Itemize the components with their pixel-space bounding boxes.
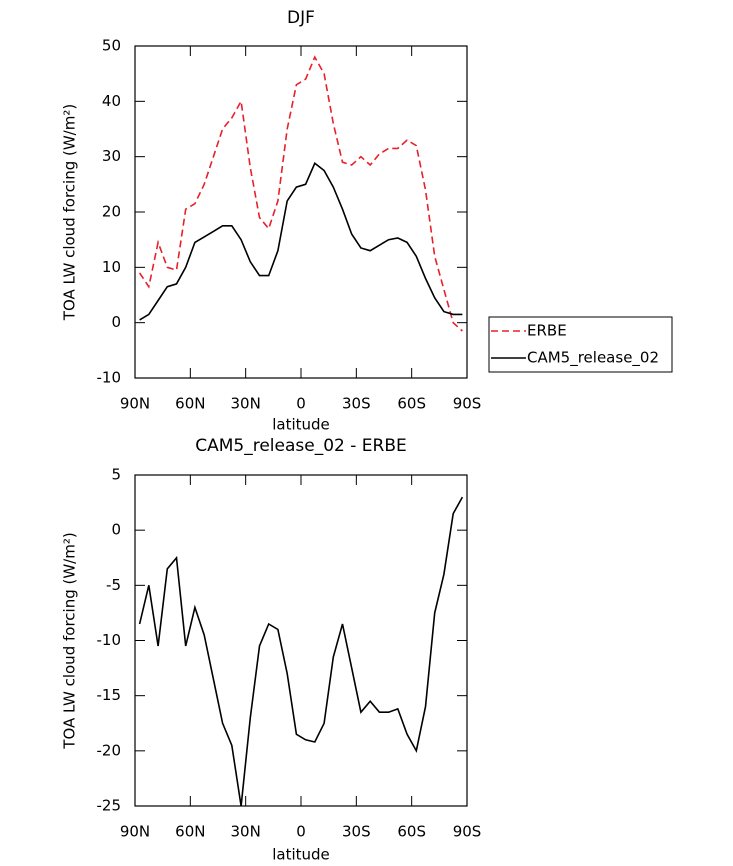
y-tick-label: 30 [102,147,121,165]
x-tick-label: 90S [453,395,482,413]
y-axis-label: TOA LW cloud forcing (W/m²) [61,104,79,321]
x-tick-label: 0 [296,823,306,841]
x-tick-label: 90N [120,395,150,413]
y-tick-label: -15 [97,686,122,704]
y-tick-label: 0 [111,521,121,539]
y-tick-label: -10 [97,631,122,649]
y-tick-label: 10 [102,258,121,276]
x-tick-label: 0 [296,395,306,413]
x-tick-label: 60N [175,395,205,413]
x-tick-label: 60N [175,823,205,841]
x-tick-label: 60S [397,395,426,413]
x-tick-label: 30N [231,823,261,841]
chart-title: DJF [287,8,315,28]
y-tick-label: 0 [111,313,121,331]
x-axis-label: latitude [272,846,330,864]
data-line [138,55,463,332]
y-tick-label: -20 [97,741,122,759]
y-tick-label: 40 [102,92,121,110]
x-tick-label: 90S [453,823,482,841]
data-line [138,496,464,807]
y-tick-label: -5 [106,576,121,594]
x-tick-label: 60S [397,823,426,841]
y-axis-label: TOA LW cloud forcing (W/m²) [61,532,79,749]
y-tick-label: -10 [97,369,122,387]
legend-box [488,316,673,373]
y-tick-label: 5 [111,466,121,484]
y-tick-label: -25 [97,797,122,815]
x-tick-label: 90N [120,823,150,841]
legend-label: CAM5_release_02 [527,349,659,368]
legend-label: ERBE [527,322,567,340]
y-tick-label: 20 [102,203,121,221]
x-tick-label: 30S [342,823,371,841]
data-line [139,162,463,321]
y-tick-label: 50 [102,37,121,55]
x-axis-label: latitude [272,416,330,434]
x-tick-label: 30N [231,395,261,413]
x-tick-label: 30S [342,395,371,413]
chart-title: CAM5_release_02 - ERBE [195,436,407,456]
